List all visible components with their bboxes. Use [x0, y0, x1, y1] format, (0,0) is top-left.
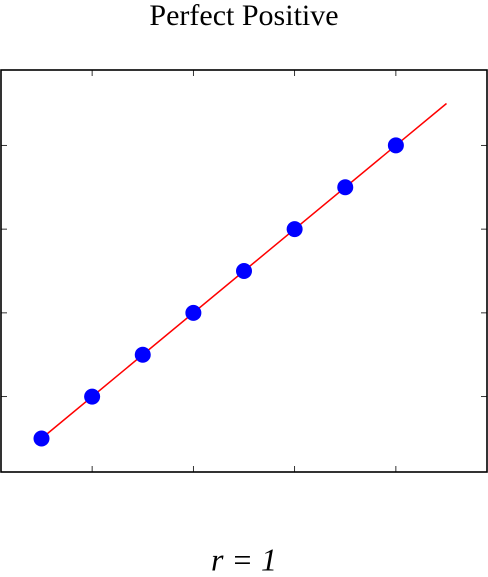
point [33, 430, 50, 447]
point [236, 263, 252, 279]
plot-frame [0, 69, 488, 473]
point [134, 346, 151, 363]
point [337, 179, 354, 196]
point [286, 221, 303, 238]
point [387, 137, 404, 154]
annotation: r = 1 [211, 541, 277, 577]
point [185, 304, 202, 321]
chart-title: Perfect Positive [149, 0, 338, 32]
point [84, 388, 101, 405]
